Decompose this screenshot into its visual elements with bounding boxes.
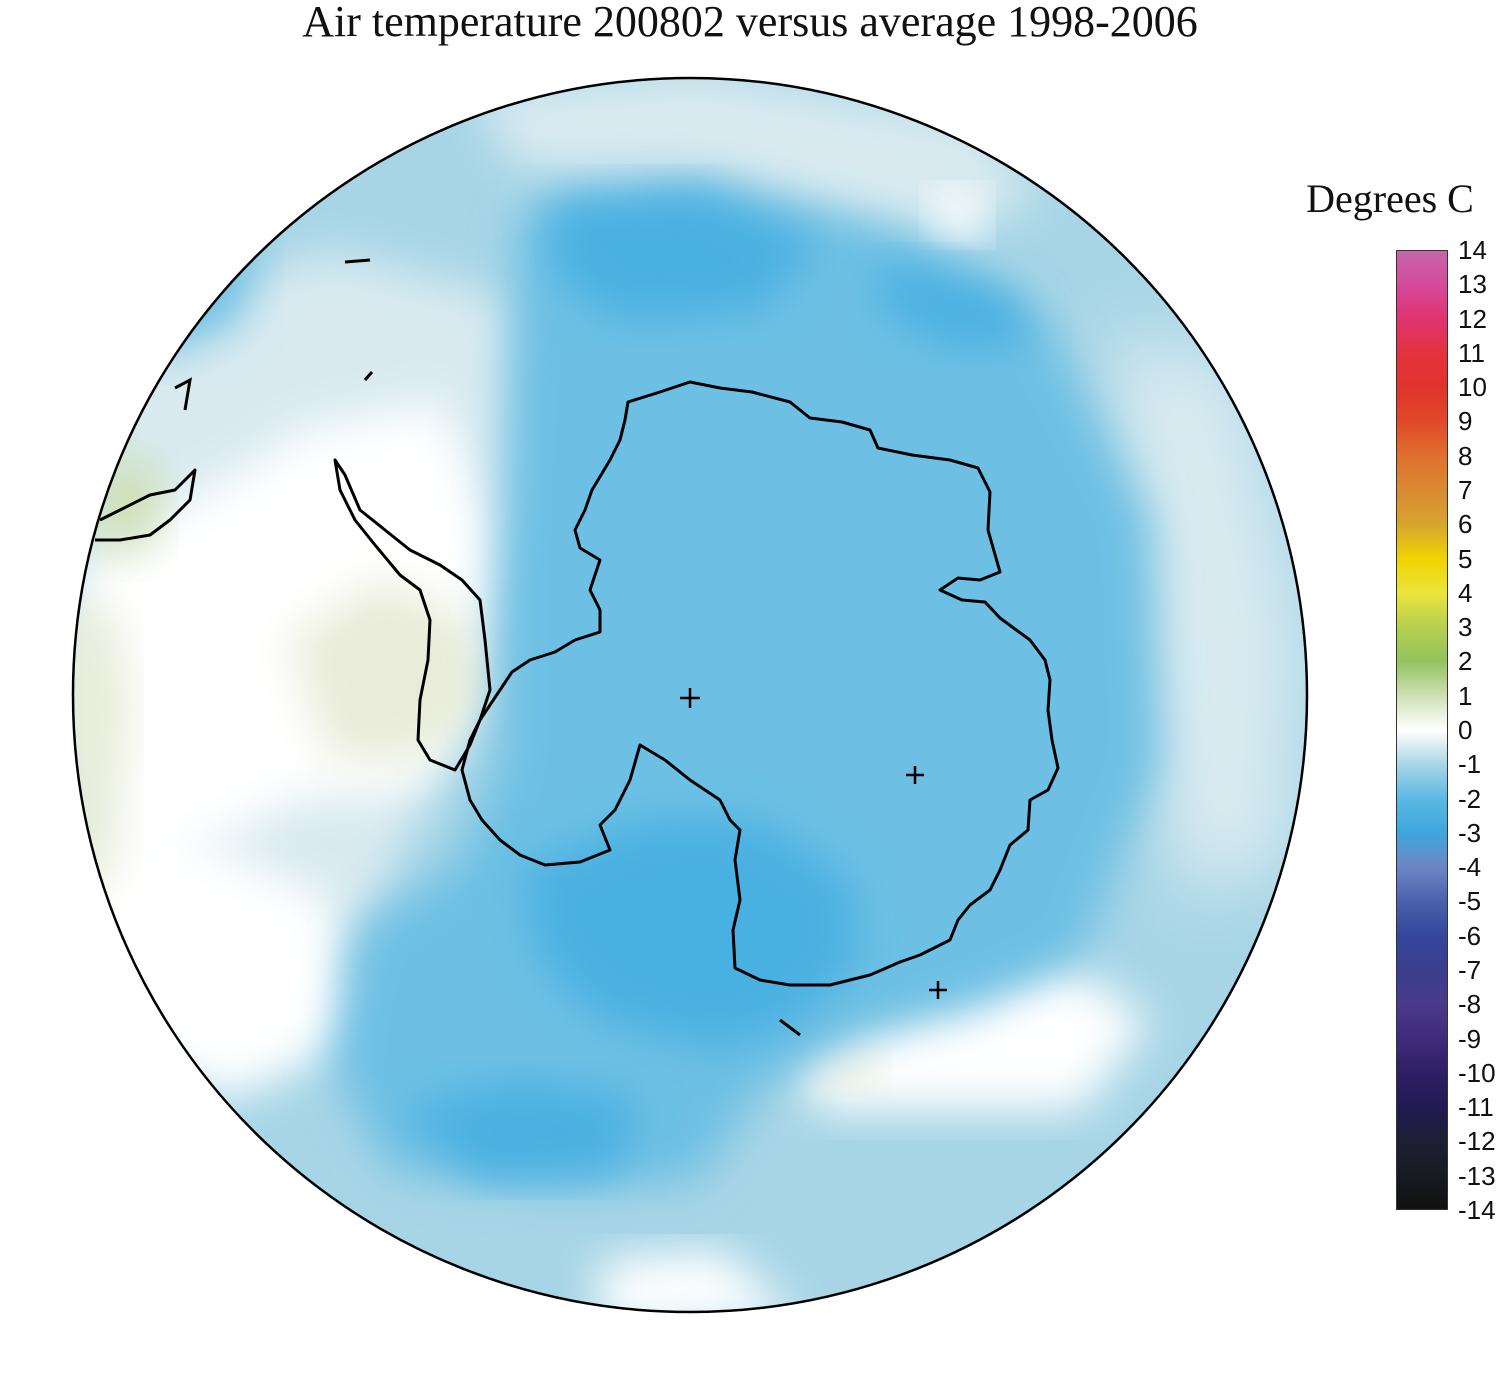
station-marker: [680, 688, 700, 708]
colorbar-tick-label: -6: [1458, 920, 1482, 951]
colorbar-tick-label: -5: [1458, 886, 1482, 917]
colorbar-tick-label: 13: [1458, 269, 1487, 300]
colorbar-tick-label: -7: [1458, 955, 1482, 985]
colorbar-tick-label: -4: [1458, 852, 1482, 883]
colorbar-tick-label: -9: [1458, 1023, 1482, 1054]
colorbar-tick-label: -1: [1458, 749, 1482, 780]
colorbar-tick-label: 9: [1458, 406, 1473, 437]
south-america-coastline: [95, 468, 197, 542]
antarctica-coastline: [460, 380, 1060, 987]
colorbar-tick-label: 11: [1458, 337, 1485, 368]
colorbar-tick-label: 3: [1458, 612, 1473, 643]
polar-temperature-map: [71, 76, 1309, 1314]
colorbar-tick-label: 6: [1458, 509, 1473, 540]
colorbar-tick-label: 14: [1458, 235, 1487, 265]
colorbar-tick-label: 10: [1458, 372, 1487, 403]
antarctic-peninsula-coastline: [333, 458, 492, 772]
colorbar-title: Degrees C: [1306, 176, 1474, 221]
colorbar-tick-label: 8: [1458, 440, 1473, 471]
colorbar-tick-label: 7: [1458, 475, 1473, 505]
map-title: Air temperature 200802 versus average 19…: [302, 0, 1198, 46]
colorbar-tick-label: 12: [1458, 303, 1487, 334]
map-border-circle: [71, 76, 1309, 1314]
colorbar-tick-label: 1: [1458, 680, 1473, 711]
temperature-anomaly-field: [73, 78, 1307, 1312]
station-marker: [906, 766, 924, 784]
colorbar: [1396, 250, 1448, 1210]
colorbar-tick-label: -8: [1458, 989, 1482, 1020]
colorbar-tick-label: -14: [1458, 1195, 1496, 1225]
colorbar-tick-label: -11: [1458, 1092, 1494, 1123]
colorbar-tick-label: -2: [1458, 783, 1482, 814]
colorbar-tick-label: -3: [1458, 817, 1482, 848]
colorbar-tick-label: 2: [1458, 646, 1473, 677]
colorbar-tick-label: -12: [1458, 1126, 1496, 1157]
colorbar-tick-label: 0: [1458, 715, 1473, 745]
island-coastline: [174, 258, 801, 1037]
colorbar-tick-label: 4: [1458, 577, 1473, 608]
colorbar-tick-label: 5: [1458, 543, 1473, 574]
colorbar-tick-label: -13: [1458, 1160, 1496, 1191]
station-markers: [680, 688, 947, 999]
colorbar-tick-label: -10: [1458, 1057, 1496, 1088]
station-marker: [929, 981, 947, 999]
